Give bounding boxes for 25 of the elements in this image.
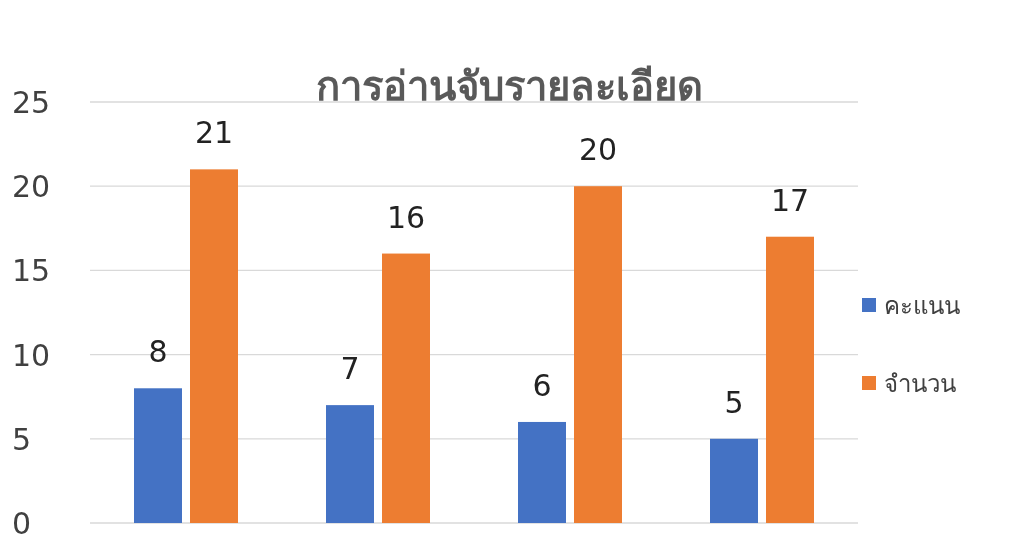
data-label: 16 (386, 199, 426, 235)
y-tick-label: 5 (12, 421, 32, 457)
bar (382, 253, 430, 523)
bar (326, 405, 374, 523)
bar (190, 169, 238, 523)
data-label: 5 (724, 384, 744, 420)
bar (518, 421, 566, 523)
y-tick-label: 10 (12, 337, 51, 373)
y-tick-label: 25 (12, 85, 51, 120)
data-label: 6 (532, 367, 552, 403)
data-label: 20 (578, 132, 618, 168)
bar (134, 388, 182, 523)
data-label: 17 (770, 182, 810, 218)
y-tick-label: 0 (12, 506, 32, 541)
chart-title: การอ่านจับรายละเอียด (315, 63, 703, 109)
data-label: 8 (148, 334, 168, 370)
data-label: 21 (194, 115, 234, 151)
bar (766, 236, 814, 523)
bar (574, 186, 622, 523)
data-label: 7 (340, 351, 360, 387)
legend-label: จำนวน (884, 370, 956, 398)
bar (710, 438, 758, 523)
legend-label: คะแนน (884, 292, 960, 320)
y-tick-label: 20 (12, 169, 51, 205)
y-tick-label: 15 (12, 253, 51, 289)
